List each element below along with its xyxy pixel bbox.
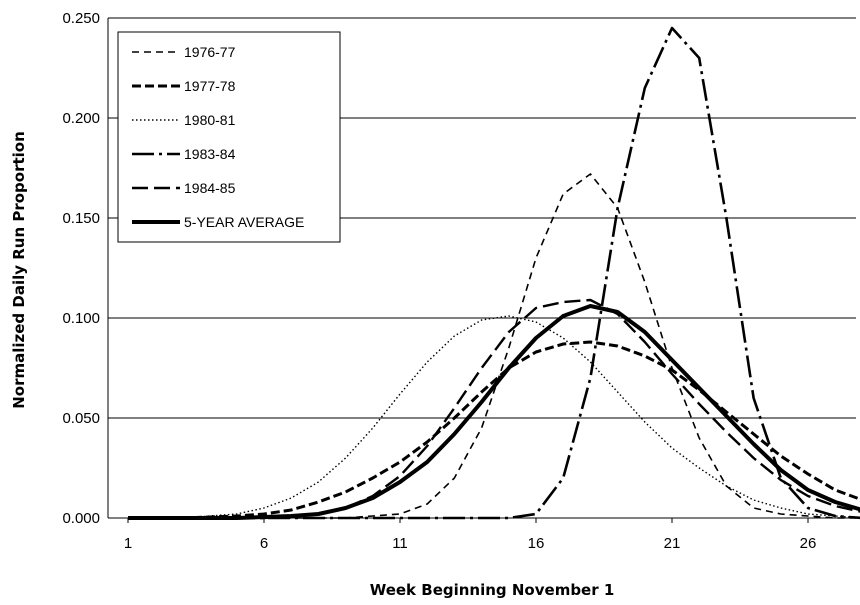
- y-tick-label: 0.200: [62, 110, 100, 127]
- series-line-5-year-average: [128, 304, 860, 520]
- series-line-1980-81: [128, 315, 860, 519]
- x-axis-title: Week Beginning November 1: [370, 581, 615, 599]
- y-tick-label: 0.150: [62, 210, 100, 227]
- y-axis-title: Normalized Daily Run Proportion: [10, 131, 28, 409]
- x-tick-label: 21: [664, 535, 681, 552]
- y-axis-tick-labels: 0.000 0.050 0.100 0.150 0.200 0.250: [62, 10, 100, 527]
- x-tick-label: 1: [124, 535, 132, 552]
- legend-label: 1984-85: [184, 180, 236, 196]
- x-tick-label: 11: [392, 535, 408, 552]
- legend-label: 5-YEAR AVERAGE: [184, 214, 304, 230]
- legend-label: 1980-81: [184, 112, 236, 128]
- legend-box: [117, 31, 341, 243]
- x-axis-tick-labels: 1 6 11 16 21 26: [124, 535, 817, 552]
- y-tick-label: 0.100: [62, 310, 100, 327]
- x-tick-label: 16: [528, 535, 545, 552]
- series-line-1977-78: [128, 340, 860, 520]
- x-tick-label: 26: [800, 535, 817, 552]
- y-tick-label: 0.050: [62, 410, 100, 427]
- legend-label: 1977-78: [184, 78, 236, 94]
- series-line-1984-85: [128, 298, 860, 520]
- series-lines: [128, 26, 860, 520]
- y-tick-label: 0.250: [62, 10, 100, 27]
- legend: 1976-77 1977-78 1980-81 1983-84 1984-85 5-YEA…: [117, 31, 341, 243]
- legend-label: 1983-84: [184, 146, 236, 162]
- legend-label: 1976-77: [184, 44, 236, 60]
- y-tick-label: 0.000: [62, 510, 100, 527]
- x-tick-label: 6: [260, 535, 268, 552]
